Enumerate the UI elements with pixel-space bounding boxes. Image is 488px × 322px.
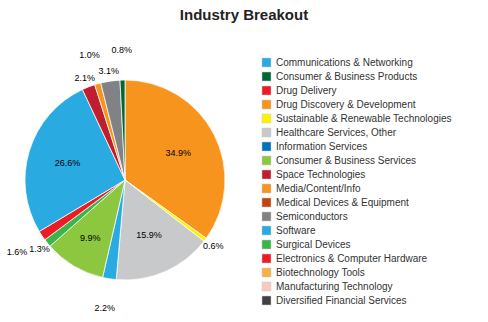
data-label: 2.2% <box>94 303 115 313</box>
legend-swatch <box>262 170 271 179</box>
data-label: 26.6% <box>55 158 81 168</box>
legend-label: Drug Delivery <box>276 85 337 96</box>
legend-item: Sustainable & Renewable Technologies <box>262 113 452 124</box>
data-label: 0.6% <box>203 241 224 251</box>
legend-label: Drug Discovery & Development <box>276 99 416 110</box>
legend-item: Consumer & Business Services <box>262 155 416 166</box>
legend-swatch <box>262 198 271 207</box>
legend-label: Communications & Networking <box>276 57 413 68</box>
legend-label: Diversified Financial Services <box>276 295 407 306</box>
slice <box>116 180 204 280</box>
data-label: 3.1% <box>99 66 120 76</box>
legend-label: Biotechnology Tools <box>276 267 365 278</box>
legend-swatch <box>262 240 271 249</box>
legend-item: Electronics & Computer Hardware <box>262 253 428 264</box>
legend-swatch <box>262 254 271 263</box>
data-label: 0.8% <box>111 45 132 55</box>
legend-swatch <box>262 226 271 235</box>
legend-label: Consumer & Business Services <box>276 155 416 166</box>
data-label: 9.9% <box>80 233 101 243</box>
legend-label: Space Technologies <box>276 169 365 180</box>
legend-item: Semiconductors <box>262 211 348 222</box>
legend-label: Manufacturing Technology <box>276 281 393 292</box>
legend-item: Biotechnology Tools <box>262 267 365 278</box>
legend-item: Drug Delivery <box>262 85 337 96</box>
legend-item: Manufacturing Technology <box>262 281 393 292</box>
title: Industry Breakout <box>180 6 308 23</box>
legend-swatch <box>262 128 271 137</box>
data-label: 2.1% <box>75 73 96 83</box>
data-labels: 34.9% 0.6% 15.9% 2.2% 9.9% 1.3%1.6% 26.6% 2.1% 1… <box>7 45 224 313</box>
data-label: 1.0% <box>79 50 100 60</box>
chart: Industry Breakout 34.9% 0.6% 15.9% 2.2% 9.9% 1… <box>0 0 488 322</box>
legend-label: Medical Devices & Equipment <box>276 197 409 208</box>
legend-label: Sustainable & Renewable Technologies <box>276 113 452 124</box>
legend-swatch <box>262 212 271 221</box>
legend-swatch <box>262 58 271 67</box>
slice <box>101 80 125 180</box>
data-label: 15.9% <box>136 230 162 240</box>
legend-swatch <box>262 296 271 305</box>
legend-item: Diversified Financial Services <box>262 295 407 306</box>
legend-label: Healthcare Services, Other <box>276 127 397 138</box>
legend-swatch <box>262 114 271 123</box>
legend-swatch <box>262 268 271 277</box>
legend-item: Software <box>262 225 316 236</box>
legend-label: Electronics & Computer Hardware <box>276 253 428 264</box>
legend: Communications & Networking Consumer & Bu… <box>262 57 452 306</box>
legend-item: Healthcare Services, Other <box>262 127 397 138</box>
data-label: 1.6% <box>7 247 28 257</box>
data-label: 1.3% <box>29 244 50 254</box>
legend-swatch <box>262 282 271 291</box>
legend-item: Space Technologies <box>262 169 365 180</box>
legend-item: Drug Discovery & Development <box>262 99 416 110</box>
legend-item: Communications & Networking <box>262 57 413 68</box>
legend-item: Surgical Devices <box>262 239 350 250</box>
legend-label: Media/Content/Info <box>276 183 361 194</box>
legend-item: Media/Content/Info <box>262 183 361 194</box>
legend-item: Information Services <box>262 141 367 152</box>
data-label: 34.9% <box>166 148 192 158</box>
pie <box>25 80 225 280</box>
legend-swatch <box>262 100 271 109</box>
legend-label: Semiconductors <box>276 211 348 222</box>
legend-item: Consumer & Business Products <box>262 71 417 82</box>
legend-swatch <box>262 184 271 193</box>
legend-label: Software <box>276 225 316 236</box>
legend-swatch <box>262 142 271 151</box>
legend-label: Surgical Devices <box>276 239 350 250</box>
legend-swatch <box>262 86 271 95</box>
legend-swatch <box>262 156 271 165</box>
legend-label: Information Services <box>276 141 367 152</box>
legend-item: Medical Devices & Equipment <box>262 197 409 208</box>
legend-swatch <box>262 72 271 81</box>
slice <box>120 80 125 180</box>
legend-label: Consumer & Business Products <box>276 71 417 82</box>
